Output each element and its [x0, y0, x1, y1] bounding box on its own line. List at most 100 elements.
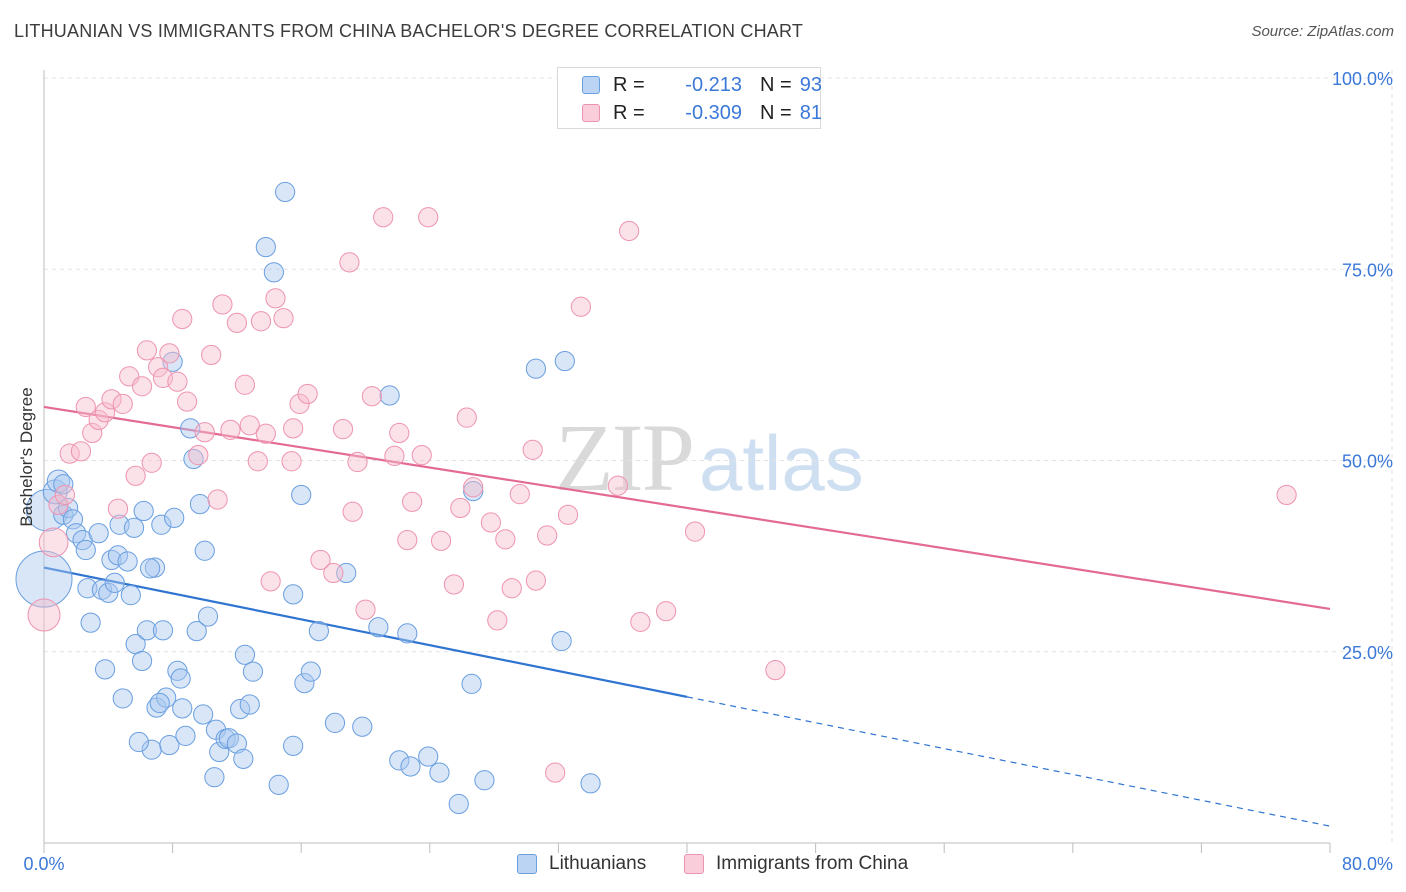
data-point-immigrants-from-china [402, 491, 423, 512]
legend-n-value: 93 [799, 74, 822, 96]
data-point-immigrants-from-china [342, 501, 363, 522]
data-point-lithuanian [283, 735, 304, 756]
chart-title: LITHUANIAN VS IMMIGRANTS FROM CHINA BACH… [14, 21, 804, 41]
data-point-immigrants-from-china [619, 220, 640, 242]
tick-labels: 100.0% 75.0% 50.0% 25.0% 0.0% 80.0% [23, 69, 1393, 874]
data-point-lithuanian [25, 488, 69, 532]
data-point-immigrants-from-china [509, 484, 530, 505]
data-point-immigrants-from-china [167, 371, 188, 392]
data-point-lithuanian [368, 617, 389, 638]
data-point-immigrants-from-china [323, 562, 344, 584]
data-point-immigrants-from-china [525, 570, 546, 591]
data-point-lithuanian [233, 748, 254, 769]
legend-r-value: -0.309 [685, 102, 742, 124]
data-point-immigrants-from-china [607, 475, 628, 496]
data-point-lithuanian [308, 620, 329, 642]
y-axis-title: Bachelor's Degree [17, 387, 36, 527]
data-point-lithuanian [133, 500, 154, 522]
legend-n-label: N = [760, 102, 792, 124]
data-point-lithuanian [186, 620, 207, 642]
correlation-legend: R = -0.213 N = 93 R = -0.309 N = 81 [557, 67, 822, 129]
legend-label: Immigrants from China [716, 853, 909, 874]
data-point-immigrants-from-china [522, 439, 543, 460]
data-point-immigrants-from-china [281, 451, 302, 472]
data-point-immigrants-from-china [1276, 484, 1297, 506]
data-point-immigrants-from-china [347, 451, 368, 473]
data-point-lithuanian [554, 350, 575, 372]
data-point-lithuanian [283, 584, 304, 605]
data-point-lithuanian [263, 262, 284, 283]
data-point-lithuanian [75, 539, 96, 561]
data-point-immigrants-from-china [765, 660, 786, 681]
legend-r-label: R = [613, 102, 645, 124]
data-point-lithuanian [239, 694, 260, 715]
data-point-immigrants-from-china [283, 418, 304, 439]
legend-label: Lithuanians [549, 853, 647, 874]
legend-swatch-blue [517, 854, 537, 874]
data-point-lithuanian [117, 551, 138, 572]
data-point-immigrants-from-china [430, 530, 452, 551]
trend-line-immigrants-from-china [43, 405, 1331, 610]
data-point-immigrants-from-china [207, 489, 228, 510]
data-point-immigrants-from-china [397, 529, 418, 551]
data-point-immigrants-from-china [501, 578, 522, 599]
series-lithuanians [15, 181, 601, 815]
data-point-immigrants-from-china [480, 512, 501, 533]
legend-swatch-pink [684, 854, 704, 874]
data-point-immigrants-from-china [418, 207, 439, 228]
data-point-lithuanian [159, 734, 180, 756]
data-point-immigrants-from-china [557, 504, 579, 525]
data-point-immigrants-from-china [226, 312, 247, 333]
data-point-lithuanian [448, 793, 469, 815]
trend-line-lithuanians [43, 566, 688, 698]
data-point-immigrants-from-china [201, 344, 222, 366]
data-point-immigrants-from-china [148, 357, 169, 378]
data-point-lithuanian [151, 514, 172, 535]
data-point-lithuanian [230, 699, 251, 720]
data-point-lithuanian [551, 630, 572, 652]
data-point-immigrants-from-china [310, 549, 331, 571]
data-point-lithuanian [275, 181, 296, 203]
data-point-lithuanian [461, 673, 482, 694]
data-point-immigrants-from-china [411, 445, 432, 466]
data-point-immigrants-from-china [107, 498, 129, 519]
trend-lines [43, 405, 1331, 827]
data-point-lithuanian [80, 612, 101, 633]
data-point-immigrants-from-china [239, 415, 260, 436]
data-point-immigrants-from-china [176, 391, 198, 412]
data-point-lithuanian [62, 509, 84, 530]
axes [43, 70, 1331, 853]
data-point-lithuanian [429, 762, 450, 783]
data-point-lithuanian [139, 558, 161, 579]
data-point-lithuanian [268, 774, 289, 795]
data-point-lithuanian [170, 668, 191, 689]
data-point-lithuanian [300, 661, 321, 682]
data-point-immigrants-from-china [125, 465, 146, 486]
data-point-lithuanian [389, 750, 410, 771]
data-point-lithuanian [136, 620, 157, 641]
data-point-lithuanian [294, 673, 315, 694]
data-point-lithuanian [324, 712, 346, 733]
grid-lines [44, 70, 1393, 843]
data-point-lithuanian [291, 484, 312, 506]
data-point-immigrants-from-china [361, 386, 383, 407]
data-point-lithuanian [172, 698, 193, 719]
data-point-immigrants-from-china [75, 396, 96, 418]
data-point-lithuanian [209, 741, 230, 763]
data-point-immigrants-from-china [260, 571, 281, 592]
data-point-immigrants-from-china [487, 610, 508, 631]
data-point-immigrants-from-china [355, 599, 376, 620]
y-tick-label: 75.0% [1342, 260, 1393, 280]
data-point-lithuanian [15, 550, 73, 608]
data-point-lithuanian [255, 236, 276, 258]
y-tick-label: 25.0% [1342, 643, 1393, 663]
legend-swatch-pink [582, 104, 600, 122]
data-point-lithuanian [474, 770, 495, 791]
data-point-lithuanian [128, 731, 149, 753]
data-point-immigrants-from-china [38, 527, 69, 558]
data-point-lithuanian [88, 523, 109, 544]
data-point-lithuanian [234, 644, 256, 665]
data-point-lithuanian [418, 746, 439, 767]
data-point-immigrants-from-china [537, 525, 558, 546]
data-point-lithuanian [120, 585, 141, 606]
